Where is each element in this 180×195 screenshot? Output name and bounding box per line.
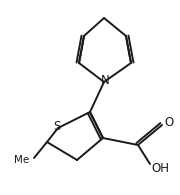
- Text: N: N: [101, 74, 109, 88]
- Text: Me: Me: [14, 155, 30, 165]
- Text: O: O: [164, 116, 174, 129]
- Text: OH: OH: [151, 161, 169, 175]
- Text: S: S: [53, 121, 61, 134]
